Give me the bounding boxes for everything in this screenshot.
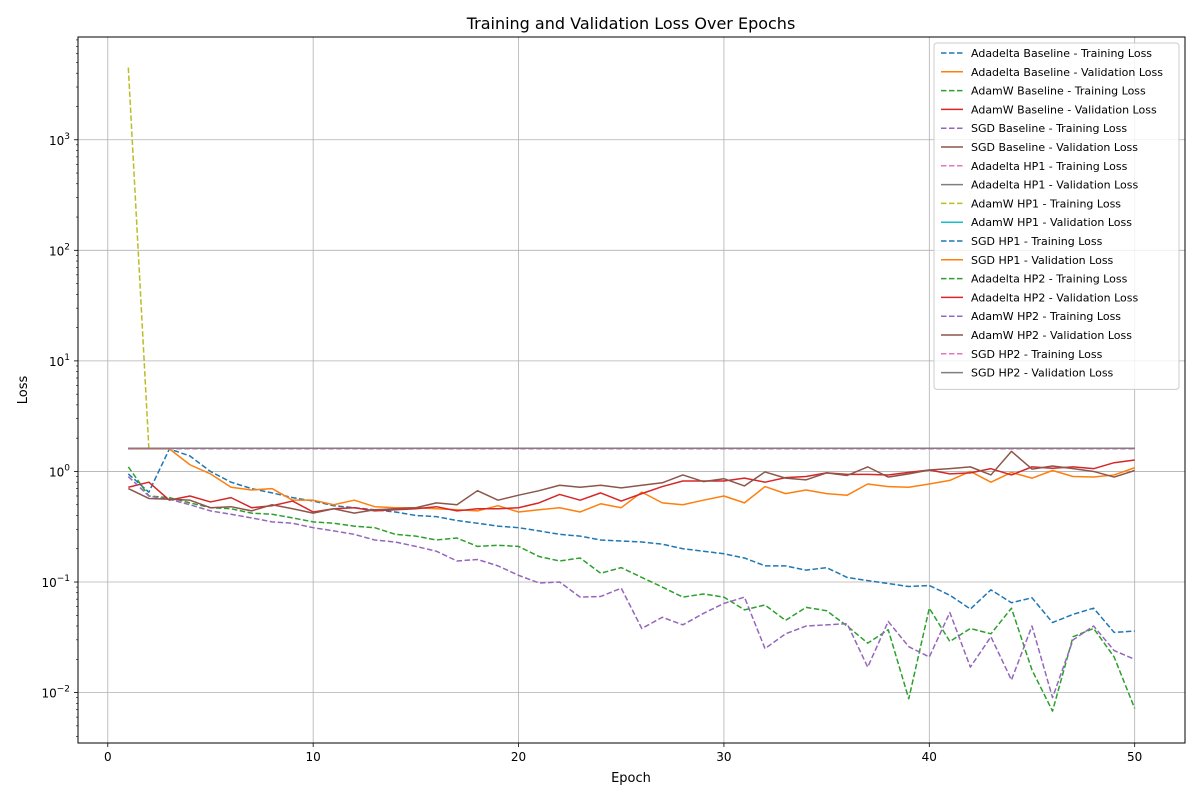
legend-label: SGD Baseline - Training Loss [971, 122, 1127, 135]
legend-label: AdamW Baseline - Training Loss [971, 85, 1146, 98]
legend-label: Adadelta Baseline - Validation Loss [971, 66, 1163, 79]
y-tick-label: 101 [49, 353, 70, 369]
x-tick-label: 30 [716, 750, 731, 764]
x-tick-label: 40 [922, 750, 937, 764]
y-axis-label: Loss [16, 376, 31, 405]
legend-label: SGD HP1 - Training Loss [971, 235, 1103, 248]
legend-label: SGD Baseline - Validation Loss [971, 141, 1138, 154]
legend-label: SGD HP1 - Validation Loss [971, 254, 1114, 267]
x-tick-label: 10 [306, 750, 321, 764]
legend-box [933, 42, 1180, 390]
legend-label: SGD HP2 - Validation Loss [971, 367, 1114, 380]
legend-label: AdamW HP2 - Training Loss [971, 310, 1121, 323]
x-axis-label: Epoch [611, 771, 651, 786]
legend-label: AdamW HP2 - Validation Loss [971, 329, 1132, 342]
x-tick-label: 0 [104, 750, 112, 764]
legend-label: AdamW Baseline - Validation Loss [971, 103, 1157, 116]
legend-label: Adadelta HP1 - Validation Loss [971, 179, 1138, 192]
series-line-4 [128, 459, 1135, 513]
y-axis-ticks: 10−2 10−1 100 101 102 103 [41, 39, 78, 737]
y-tick-label: 102 [49, 242, 70, 258]
legend-label: Adadelta HP1 - Training Loss [971, 160, 1128, 173]
legend-label: Adadelta HP2 - Validation Loss [971, 291, 1138, 304]
legend-label: Adadelta HP2 - Training Loss [971, 273, 1128, 286]
legend-label: AdamW HP1 - Validation Loss [971, 216, 1132, 229]
x-axis-ticks: 0 10 20 30 40 50 [104, 743, 1142, 764]
legend: Adadelta Baseline - Training Loss Adadelt… [933, 42, 1180, 390]
series-line-3 [127, 466, 1136, 712]
series-line-6 [127, 450, 1135, 514]
x-tick-label: 20 [511, 750, 526, 764]
plot-frame [77, 36, 1186, 744]
y-tick-label: 100 [49, 463, 70, 479]
series-layer [127, 67, 1136, 712]
legend-label: AdamW HP1 - Training Loss [971, 197, 1121, 210]
y-tick-label: 103 [49, 132, 70, 148]
chart-title: Training and Validation Loss Over Epochs [466, 14, 796, 33]
x-tick-label: 50 [1127, 750, 1142, 764]
series-line-1 [127, 448, 1135, 634]
y-tick-label: 10−1 [41, 574, 70, 590]
y-tick-label: 10−2 [41, 685, 70, 701]
series-line-5 [127, 475, 1135, 699]
legend-label: SGD HP2 - Training Loss [971, 348, 1103, 361]
legend-label: Adadelta Baseline - Training Loss [971, 47, 1152, 60]
